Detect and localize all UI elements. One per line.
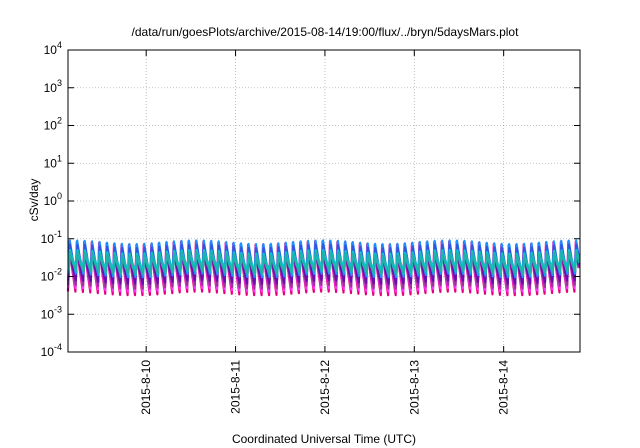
x-tick-label: 2015-8-10 — [139, 360, 153, 415]
y-tick-label: 10-1 — [41, 229, 62, 246]
series-line — [67, 250, 581, 276]
x-tick-label: 2015-8-14 — [497, 360, 511, 415]
y-tick-label: 103 — [44, 78, 62, 95]
y-tick-label: 104 — [44, 40, 62, 57]
y-tick-label: 10-4 — [41, 342, 62, 359]
y-tick-label: 100 — [44, 191, 62, 208]
x-tick-label: 2015-8-11 — [229, 360, 243, 414]
y-tick-label: 10-3 — [41, 304, 62, 321]
x-tick-label: 2015-8-12 — [318, 360, 332, 415]
y-tick-label: 102 — [44, 116, 62, 133]
y-tick-label: 10-2 — [41, 267, 62, 284]
ticks: 104 103 102 101 100 10-1 10-2 10-3 10-4 2015-8-10… — [41, 40, 580, 415]
y-axis-label: cSv/day — [27, 179, 41, 222]
x-axis-label: Coordinated Universal Time (UTC) — [232, 432, 416, 446]
y-tick-label: 101 — [44, 153, 62, 170]
chart-title: /data/run/goesPlots/archive/2015-08-14/1… — [132, 25, 520, 39]
x-tick-label: 2015-8-13 — [407, 360, 421, 415]
grid — [68, 50, 580, 352]
series-layer — [66, 239, 581, 297]
